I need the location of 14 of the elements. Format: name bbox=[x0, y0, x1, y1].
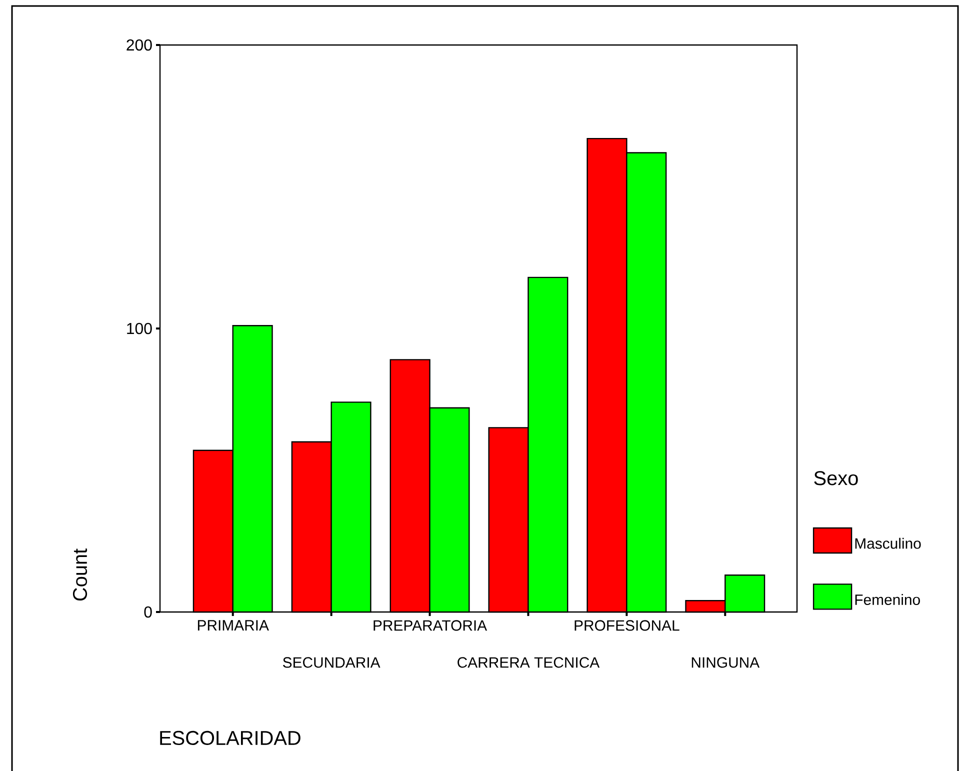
x-tick-label: SECUNDARIA bbox=[283, 657, 380, 668]
legend-title: Sexo bbox=[814, 471, 858, 486]
x-tick-label: CARRERA TECNICA bbox=[458, 657, 600, 668]
x-tick-label: PRIMARIA bbox=[198, 620, 269, 630]
x-tick-label: PREPARATORIA bbox=[374, 620, 488, 631]
x-tick-label: NINGUNA bbox=[692, 657, 760, 668]
legend-label: Masculino bbox=[855, 538, 921, 549]
y-tick-label: 200 bbox=[126, 39, 152, 51]
y-axis-title: Count bbox=[72, 548, 88, 601]
legend-label: Femenino bbox=[855, 594, 920, 605]
y-tick-label: 100 bbox=[127, 322, 152, 334]
y-tick-label: 0 bbox=[144, 606, 152, 618]
x-tick-label: PROFESIONAL bbox=[574, 620, 680, 631]
x-axis-title: ESCOLARIDAD bbox=[160, 730, 300, 746]
